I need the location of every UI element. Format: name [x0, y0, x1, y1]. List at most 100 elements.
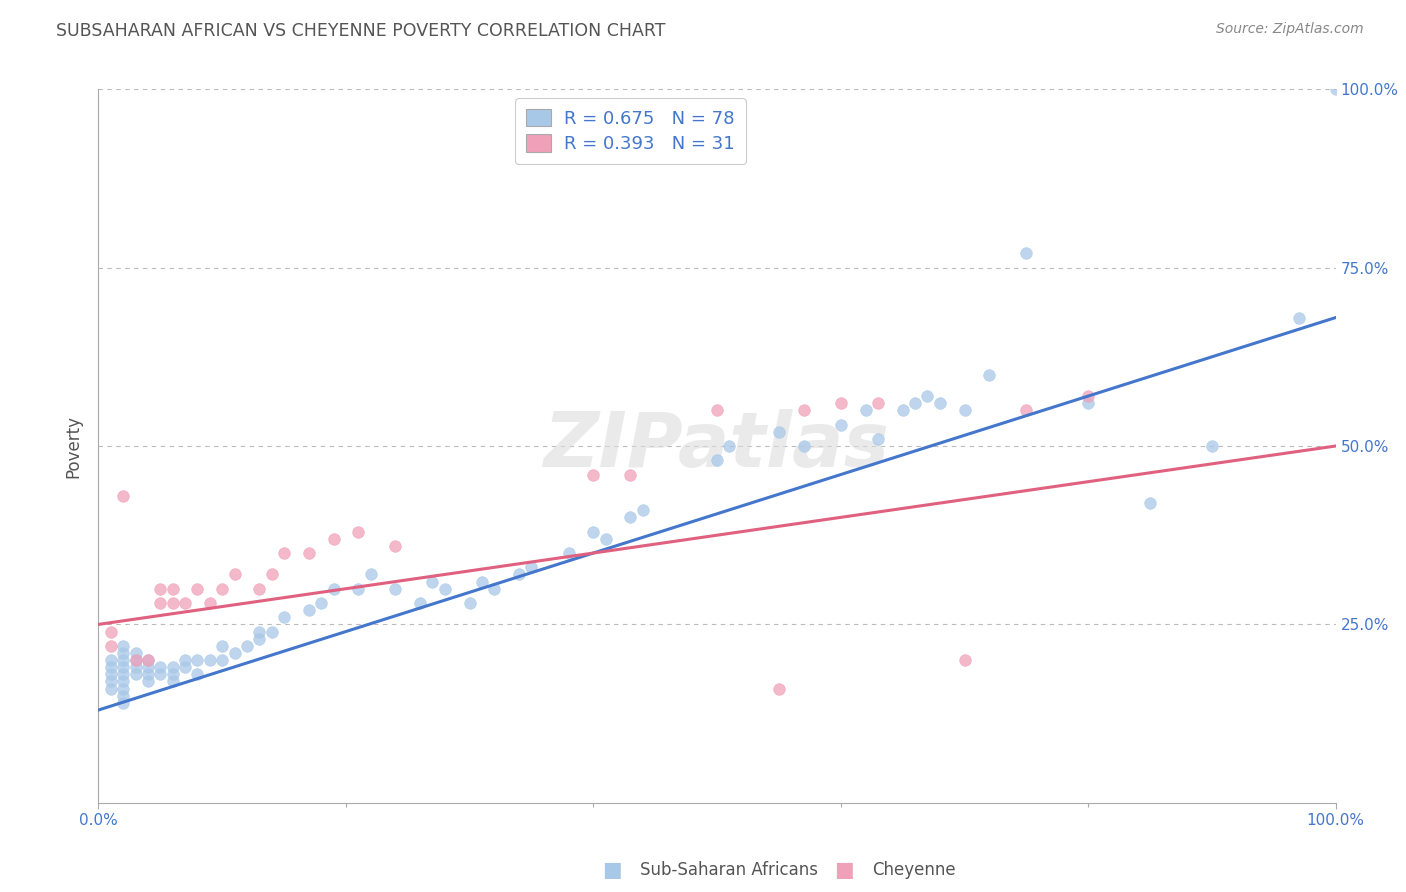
Point [186, 582, 208, 596]
Point [211, 639, 233, 653]
Point [1139, 496, 1161, 510]
Point [260, 624, 283, 639]
Point [953, 403, 976, 417]
Point [855, 403, 877, 417]
Point [136, 674, 159, 689]
Point [224, 646, 246, 660]
Point [508, 567, 530, 582]
Point [384, 582, 406, 596]
Point [520, 560, 543, 574]
Point [433, 582, 456, 596]
Point [136, 653, 159, 667]
Legend: R = 0.675   N = 78, R = 0.393   N = 31: R = 0.675 N = 78, R = 0.393 N = 31 [516, 98, 745, 164]
Point [100, 667, 122, 681]
Point [706, 453, 728, 467]
Point [112, 681, 135, 696]
Point [793, 439, 815, 453]
Point [928, 396, 950, 410]
Point [112, 639, 135, 653]
Point [124, 646, 146, 660]
Point [112, 689, 135, 703]
Point [186, 653, 208, 667]
Point [112, 696, 135, 710]
Point [718, 439, 741, 453]
Point [112, 653, 135, 667]
Point [309, 596, 332, 610]
Point [100, 660, 122, 674]
Point [136, 653, 159, 667]
Point [422, 574, 444, 589]
Point [917, 389, 939, 403]
Point [1077, 389, 1099, 403]
Point [112, 660, 135, 674]
Point [174, 653, 197, 667]
Point [112, 489, 135, 503]
Point [100, 674, 122, 689]
Point [322, 532, 344, 546]
Point [124, 653, 146, 667]
Point [236, 639, 259, 653]
Point [768, 425, 790, 439]
Point [1015, 403, 1038, 417]
Point [112, 674, 135, 689]
Point [149, 660, 172, 674]
Point [273, 610, 295, 624]
Point [1324, 82, 1347, 96]
Point [211, 582, 233, 596]
Point [247, 632, 270, 646]
Point [322, 582, 344, 596]
Point [136, 660, 159, 674]
Point [298, 546, 321, 560]
Text: ■: ■ [834, 860, 853, 880]
Point [706, 403, 728, 417]
Point [830, 417, 852, 432]
Point [1288, 310, 1310, 325]
Point [224, 567, 246, 582]
Text: SUBSAHARAN AFRICAN VS CHEYENNE POVERTY CORRELATION CHART: SUBSAHARAN AFRICAN VS CHEYENNE POVERTY C… [56, 22, 665, 40]
Point [582, 467, 605, 482]
Point [273, 546, 295, 560]
Point [1077, 396, 1099, 410]
Point [582, 524, 605, 539]
Point [198, 653, 221, 667]
Point [953, 653, 976, 667]
Point [866, 396, 889, 410]
Point [891, 403, 914, 417]
Point [471, 574, 494, 589]
Text: Sub-Saharan Africans: Sub-Saharan Africans [640, 861, 818, 879]
Point [174, 596, 197, 610]
Point [112, 667, 135, 681]
Point [484, 582, 506, 596]
Point [149, 596, 172, 610]
Point [162, 596, 184, 610]
Point [384, 539, 406, 553]
Text: ZIPatlas: ZIPatlas [544, 409, 890, 483]
Point [298, 603, 321, 617]
Point [1015, 246, 1038, 260]
Point [100, 624, 122, 639]
Point [100, 681, 122, 696]
Point [124, 667, 146, 681]
Point [174, 660, 197, 674]
Point [247, 624, 270, 639]
Point [557, 546, 579, 560]
Point [186, 667, 208, 681]
Point [100, 639, 122, 653]
Point [793, 403, 815, 417]
Point [595, 532, 617, 546]
Point [162, 660, 184, 674]
Text: Cheyenne: Cheyenne [872, 861, 955, 879]
Point [1201, 439, 1223, 453]
Point [124, 660, 146, 674]
Point [360, 567, 382, 582]
Point [347, 582, 370, 596]
Point [162, 667, 184, 681]
Text: Source: ZipAtlas.com: Source: ZipAtlas.com [1216, 22, 1364, 37]
Point [112, 646, 135, 660]
Point [768, 681, 790, 696]
Point [136, 667, 159, 681]
Point [100, 653, 122, 667]
Point [149, 582, 172, 596]
Point [162, 674, 184, 689]
Point [347, 524, 370, 539]
